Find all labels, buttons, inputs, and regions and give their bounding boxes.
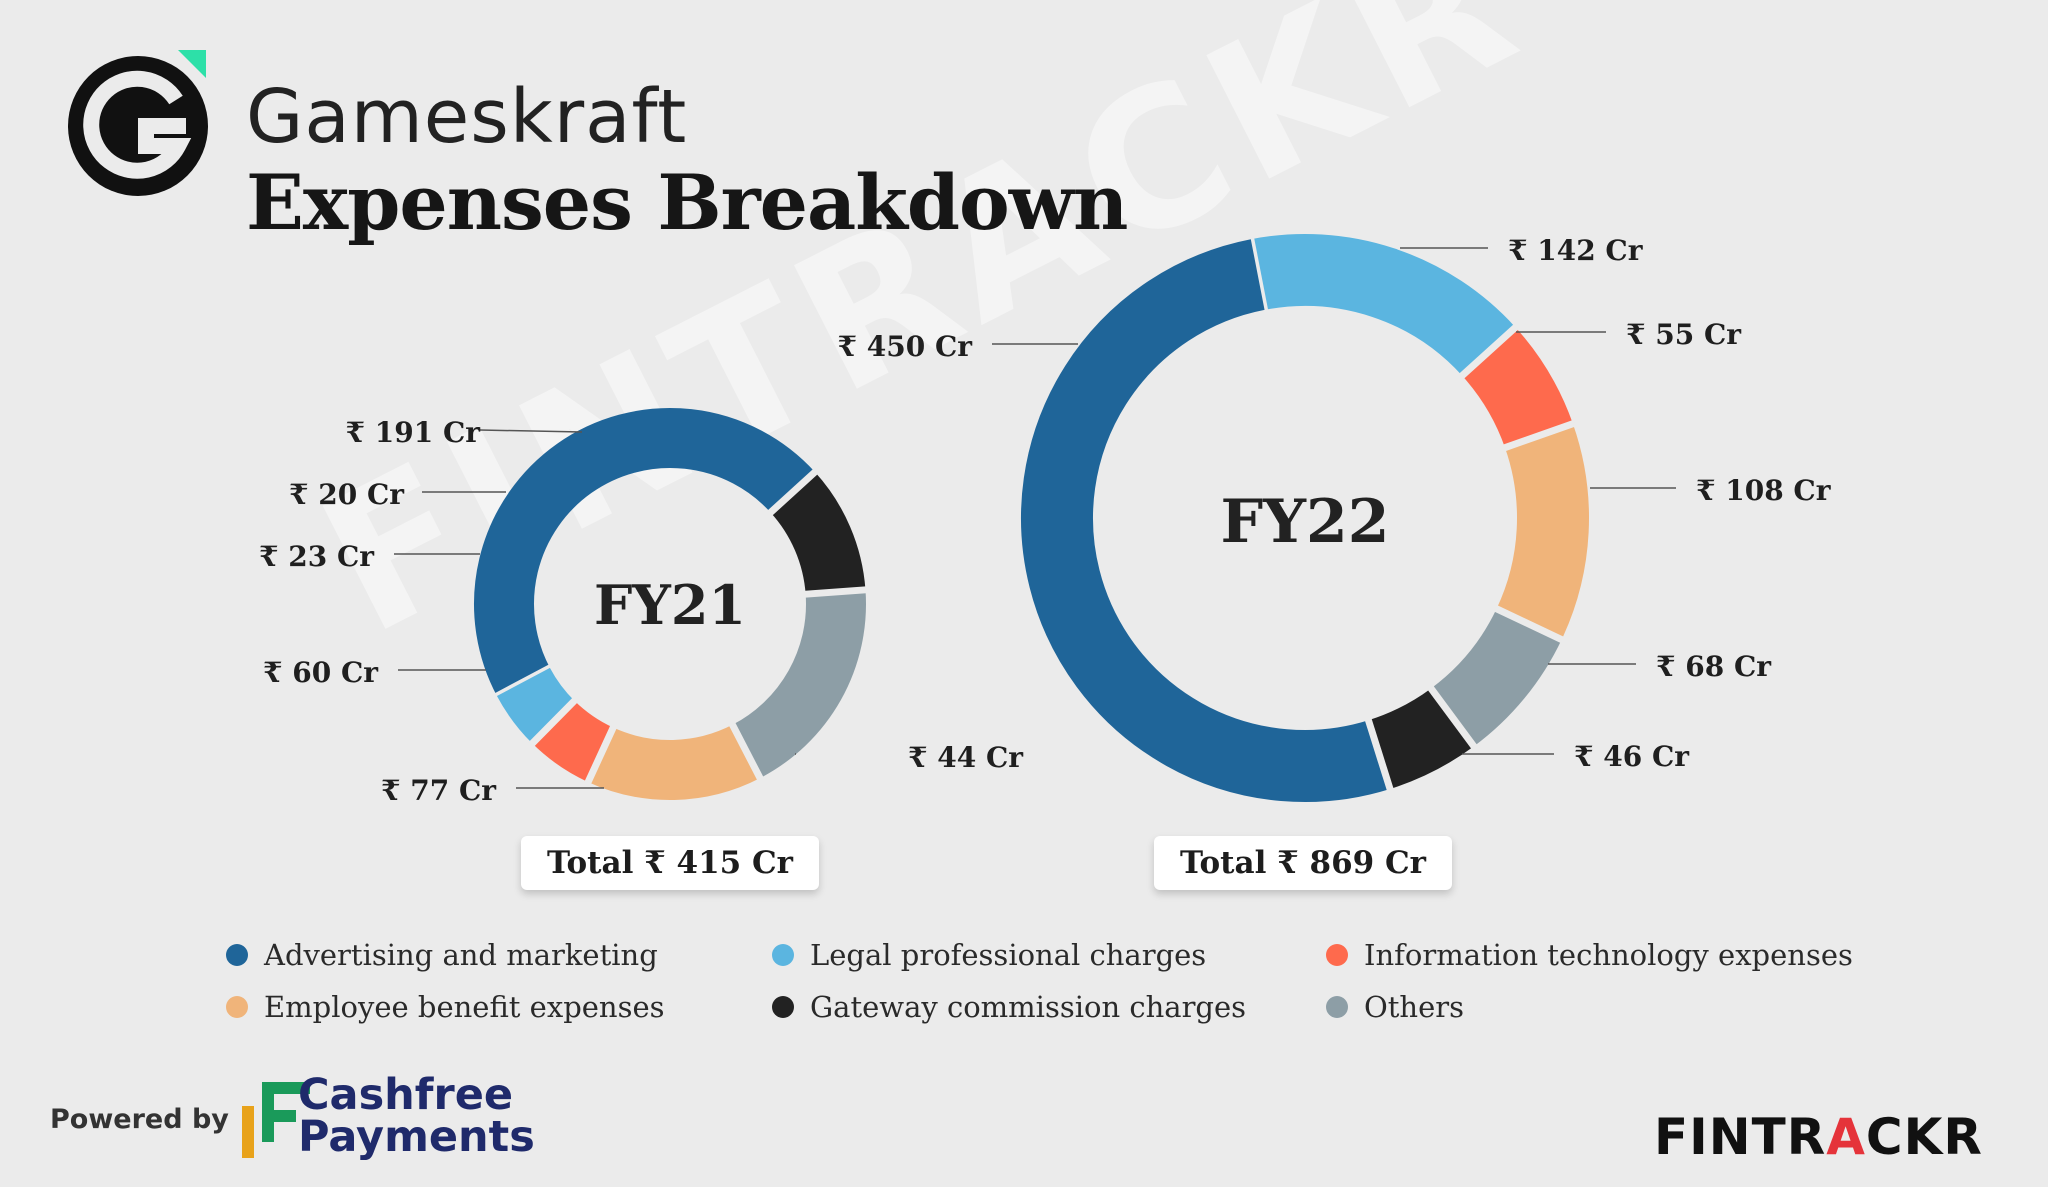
cashfree-logo-icon (242, 1082, 310, 1158)
legend-dot (772, 996, 794, 1018)
total-fy21: Total ₹ 415 Cr (521, 836, 819, 890)
legend-item-legal: Legal professional charges (772, 938, 1206, 972)
slice-fy21-2 (731, 589, 866, 779)
legend-dot (1326, 996, 1348, 1018)
slice-gap (728, 721, 765, 782)
legend-item-employee: Employee benefit expenses (226, 990, 665, 1024)
legend-dot (772, 944, 794, 966)
slice-fy22-5 (1021, 239, 1390, 802)
data-label: ₹ 55 Cr (1626, 318, 1742, 351)
leader-line (479, 429, 583, 433)
legend-label: Information technology expenses (1364, 938, 1853, 972)
legend-label: Legal professional charges (810, 938, 1207, 972)
total-fy22: Total ₹ 869 Cr (1154, 836, 1452, 890)
slice-gap (1458, 323, 1520, 380)
legend-item-it: Information technology expenses (1326, 938, 1853, 972)
slice-gap (766, 468, 819, 517)
slice-fy22-3 (1430, 608, 1562, 747)
legend-label: Advertising and marketing (264, 938, 658, 972)
legend-item-others: Others (1326, 990, 1464, 1024)
data-label: ₹ 191 Cr (346, 416, 482, 449)
brand-name: Gameskraft (246, 74, 688, 160)
gameskraft-logo-icon (68, 50, 208, 196)
fintrackr-part1: FINTR (1654, 1108, 1827, 1166)
slice-fy22-4 (1367, 688, 1474, 789)
slice-fy22-2 (1496, 423, 1589, 640)
slice-fy22-0 (1250, 234, 1516, 377)
slice-fy21-0 (474, 408, 815, 696)
slice-gap (584, 724, 618, 786)
data-label: ₹ 46 Cr (1574, 740, 1690, 773)
slice-gap (1427, 684, 1478, 751)
data-label: ₹ 60 Cr (263, 656, 379, 689)
data-label: ₹ 77 Cr (381, 774, 497, 807)
legend-item-gateway: Gateway commission charges (772, 990, 1246, 1024)
data-label: ₹ 450 Cr (838, 330, 974, 363)
legend-label: Employee benefit expenses (264, 990, 665, 1024)
data-label: ₹ 44 Cr (908, 741, 1024, 774)
data-label: ₹ 23 Cr (259, 540, 375, 573)
data-label: ₹ 20 Cr (289, 478, 405, 511)
slice-gap (1364, 717, 1394, 792)
legend-dot (226, 996, 248, 1018)
slice-gap (803, 586, 868, 598)
fintrackr-part3: CKR (1865, 1108, 1983, 1166)
slice-gap (528, 696, 579, 748)
legend-label: Gateway commission charges (810, 990, 1247, 1024)
powered-by-label: Powered by (50, 1104, 229, 1135)
cashfree-line2: Payments (298, 1112, 535, 1162)
data-label: ₹ 142 Cr (1508, 234, 1644, 267)
data-label: ₹ 68 Cr (1656, 650, 1772, 683)
slice-fy21-4 (532, 700, 614, 783)
slice-fy21-5 (496, 667, 576, 744)
slice-fy21-3 (588, 724, 761, 800)
slice-fy21-1 (770, 472, 866, 595)
legend-label: Others (1364, 990, 1465, 1024)
cashfree-line1: Cashfree (298, 1070, 514, 1120)
slice-fy22-1 (1461, 327, 1573, 449)
page-title: Expenses Breakdown (246, 158, 1128, 247)
legend-dot (1326, 944, 1348, 966)
center-label: FY22 (1221, 487, 1390, 557)
slice-gap (1501, 419, 1576, 452)
legend: Advertising and marketing Legal professi… (226, 938, 1926, 1048)
cashfree-wordmark: Cashfree Payments (298, 1070, 535, 1162)
fintrackr-part2: A (1826, 1108, 1866, 1166)
fintrackr-logo: FINTRACKR (1654, 1108, 1983, 1166)
legend-item-advertising: Advertising and marketing (226, 938, 658, 972)
legend-dot (226, 944, 248, 966)
slice-gap (1493, 604, 1565, 644)
data-label: ₹ 108 Cr (1696, 474, 1832, 507)
center-label: FY21 (594, 573, 746, 637)
